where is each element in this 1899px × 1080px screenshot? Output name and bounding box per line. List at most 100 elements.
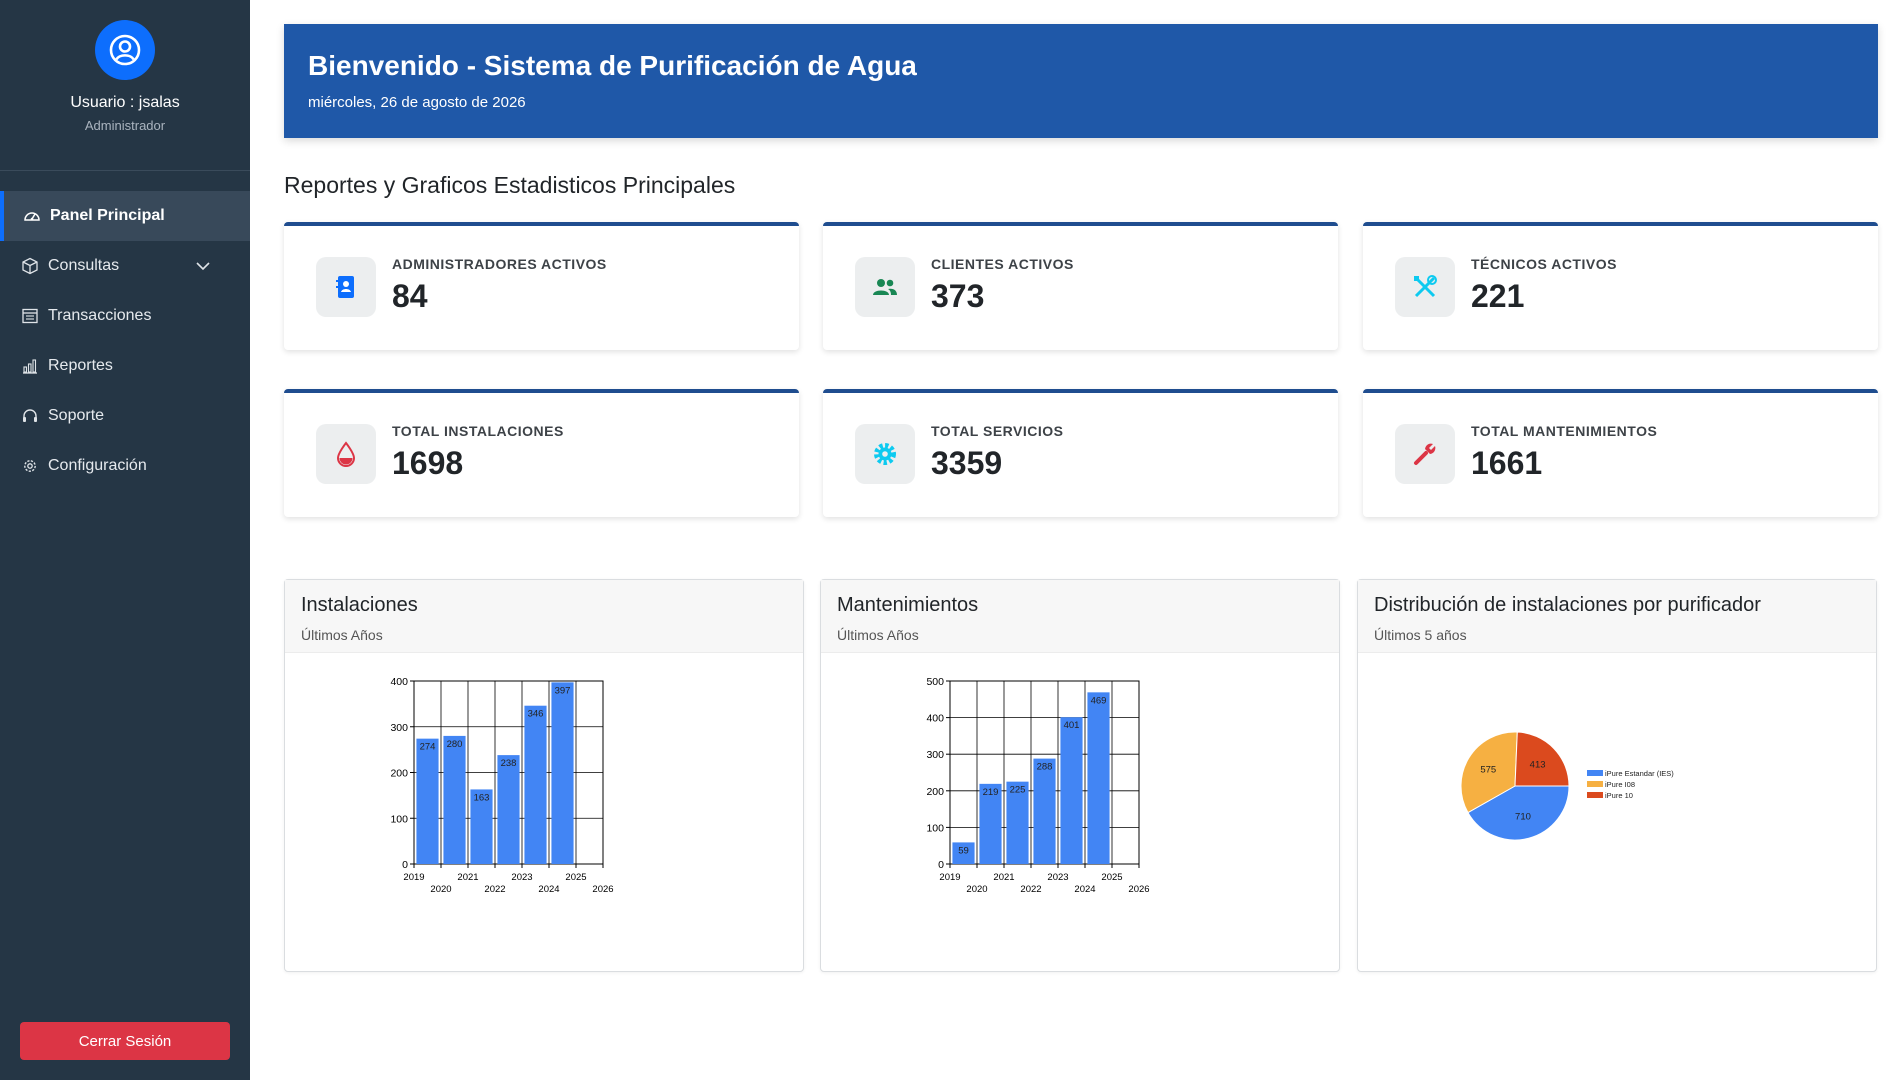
x-tick-label: 2022 [1020, 884, 1041, 895]
sidebar-item-panel-principal[interactable]: Panel Principal [0, 191, 250, 241]
y-tick-label: 100 [926, 822, 944, 834]
stat-value: 373 [931, 278, 985, 314]
sidebar-item-consultas[interactable]: Consultas [0, 241, 250, 291]
bar [1060, 717, 1083, 864]
headset-icon [23, 409, 37, 422]
x-tick-label: 2020 [966, 884, 987, 895]
chart-header: Mantenimientos Últimos Años [821, 580, 1339, 653]
data-label: 225 [1010, 785, 1026, 796]
chart-subtitle: Últimos Años [837, 627, 919, 643]
users-icon [855, 257, 915, 317]
gear-icon [855, 424, 915, 484]
sidebar-item-soporte[interactable]: Soporte [0, 391, 250, 441]
bar-chart-mantenimientos: 2019 2020 2021 2022 2023 2024 2025 2026 0 100 200 3… [926, 676, 1149, 895]
y-tick-label: 0 [938, 859, 944, 871]
stat-label: TOTAL INSTALACIONES [392, 423, 564, 439]
sidebar-item-label: Reportes [48, 357, 113, 374]
current-date: miércoles, 26 de agosto de 2026 [308, 94, 526, 111]
x-tick-label: 2019 [403, 872, 424, 883]
stat-label: TOTAL SERVICIOS [931, 423, 1064, 439]
x-tick-label: 2025 [1101, 872, 1122, 883]
stat-value: 3359 [931, 445, 1003, 481]
chart-header: Distribución de instalaciones por purifi… [1358, 580, 1876, 653]
x-tick-label: 2023 [511, 872, 532, 883]
legend-swatch [1587, 770, 1603, 776]
slice-label: 710 [1515, 811, 1531, 822]
stat-value: 84 [392, 278, 428, 314]
sidebar-item-transacciones[interactable]: Transacciones [0, 291, 250, 341]
user-profile: Usuario : jsalas Administrador [0, 0, 250, 171]
gear-icon [24, 460, 36, 472]
x-tick-label: 2023 [1047, 872, 1068, 883]
water-drop-icon [316, 424, 376, 484]
y-tick-label: 200 [390, 768, 408, 780]
y-tick-label: 100 [390, 813, 408, 825]
chart-card-distribucion: Distribución de instalaciones por purifi… [1357, 579, 1877, 972]
chart-title: Mantenimientos [837, 594, 979, 616]
chart-card-mantenimientos: Mantenimientos Últimos Años 2019 2020 2021… [820, 579, 1340, 972]
stat-value: 1661 [1471, 445, 1543, 481]
bar [1087, 692, 1110, 864]
legend-label: iPure I08 [1605, 780, 1635, 789]
data-label: 288 [1037, 762, 1053, 773]
y-tick-label: 300 [390, 722, 408, 734]
sidebar-item-configuracion[interactable]: Configuración [0, 441, 250, 491]
chart-distribucion: 710 575 413 iPure Estandar (IES) iPure I08 iP… [1358, 654, 1876, 972]
main-content: Bienvenido - Sistema de Purificación de … [250, 0, 1899, 1080]
data-label: 219 [983, 787, 999, 798]
pie-slice [1514, 731, 1570, 787]
logout-button[interactable]: Cerrar Sesión [20, 1022, 230, 1060]
data-label: 397 [555, 685, 571, 696]
bar [497, 755, 520, 864]
welcome-banner: Bienvenido - Sistema de Purificación de … [284, 24, 1878, 138]
sidebar-item-label: Consultas [48, 257, 120, 274]
y-tick-label: 0 [402, 859, 408, 871]
sidebar-item-reportes[interactable]: Reportes [0, 341, 250, 391]
data-label: 59 [958, 845, 969, 856]
y-tick-label: 200 [926, 786, 944, 798]
x-tick-label: 2026 [592, 884, 613, 895]
chart-header: Instalaciones Últimos Años [285, 580, 803, 653]
chart-subtitle: Últimos Años [301, 627, 383, 643]
stat-value: 1698 [392, 445, 464, 481]
data-label: 274 [420, 742, 436, 753]
data-label: 280 [447, 739, 463, 750]
x-tick-label: 2020 [430, 884, 451, 895]
slice-label: 575 [1480, 765, 1496, 776]
bar [1006, 781, 1029, 864]
sidebar-item-label: Panel Principal [50, 207, 165, 224]
stat-card-tecnicos: TÉCNICOS ACTIVOS 221 [1363, 222, 1878, 350]
bar-chart-instalaciones: 2019 2020 2021 2022 2023 2024 2025 2026 0 100 200 3… [390, 676, 613, 895]
x-tick-label: 2022 [484, 884, 505, 895]
wrench-icon [1395, 424, 1455, 484]
x-tick-label: 2019 [939, 872, 960, 883]
tools-icon [1395, 257, 1455, 317]
section-title: Reportes y Graficos Estadisticos Princip… [284, 172, 736, 198]
chevron-down-icon[interactable] [195, 258, 211, 274]
bar [979, 783, 1002, 864]
stat-label: TÉCNICOS ACTIVOS [1471, 256, 1617, 272]
sidebar-nav: Panel Principal Consultas Transacciones … [0, 191, 250, 491]
bar [443, 735, 466, 864]
stat-card-servicios: TOTAL SERVICIOS 3359 [823, 389, 1338, 517]
legend-swatch [1587, 792, 1603, 798]
stat-value: 221 [1471, 278, 1525, 314]
box-icon [22, 257, 38, 275]
x-tick-label: 2024 [1074, 884, 1095, 895]
chart-title: Instalaciones [301, 594, 418, 616]
chart-subtitle: Últimos 5 años [1374, 627, 1467, 643]
chart-instalaciones: 2019 2020 2021 2022 2023 2024 2025 2026 0 100 200 3… [285, 654, 803, 972]
legend-label: iPure 10 [1605, 791, 1633, 800]
x-tick-label: 2025 [565, 872, 586, 883]
x-tick-label: 2021 [993, 872, 1014, 883]
table-icon [22, 308, 38, 324]
data-label: 163 [474, 792, 490, 803]
x-tick-label: 2026 [1128, 884, 1149, 895]
bar [524, 705, 547, 864]
username: Usuario : jsalas [70, 94, 180, 111]
gauge-icon [24, 212, 40, 221]
slice-label: 413 [1530, 759, 1546, 770]
stat-label: CLIENTES ACTIVOS [931, 256, 1074, 272]
chart-card-instalaciones: Instalaciones Últimos Años 2019 2020 2021 2… [284, 579, 804, 972]
y-tick-label: 400 [390, 676, 408, 688]
